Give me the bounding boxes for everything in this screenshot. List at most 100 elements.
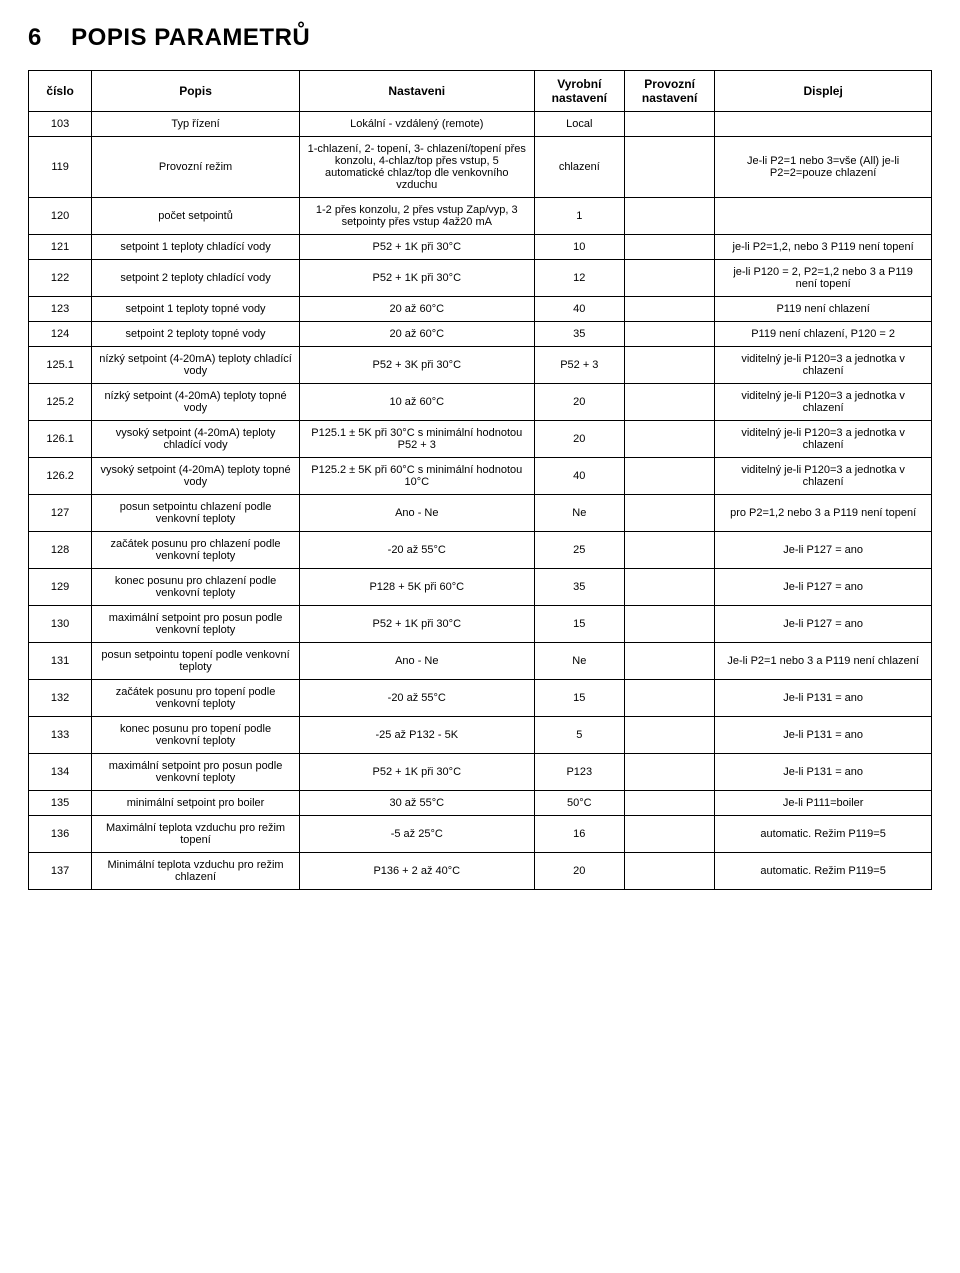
cell-disp: automatic. Režim P119=5 [715, 816, 932, 853]
cell-popis: počet setpointů [92, 198, 300, 235]
table-row: 123setpoint 1 teploty topné vody20 až 60… [29, 297, 932, 322]
cell-prov [624, 347, 714, 384]
cell-vyr: 40 [534, 458, 624, 495]
cell-vyr: 15 [534, 680, 624, 717]
cell-nast: 30 až 55°C [299, 791, 534, 816]
cell-nast: 20 až 60°C [299, 297, 534, 322]
cell-vyr: 35 [534, 569, 624, 606]
cell-cislo: 125.1 [29, 347, 92, 384]
col-header-displej: Displej [715, 71, 932, 112]
cell-cislo: 132 [29, 680, 92, 717]
cell-cislo: 119 [29, 137, 92, 198]
cell-nast: -25 až P132 - 5K [299, 717, 534, 754]
table-row: 130maximální setpoint pro posun podle ve… [29, 606, 932, 643]
cell-vyr: chlazení [534, 137, 624, 198]
cell-disp: Je-li P111=boiler [715, 791, 932, 816]
cell-disp [715, 112, 932, 137]
table-row: 125.1nízký setpoint (4-20mA) teploty chl… [29, 347, 932, 384]
cell-popis: vysoký setpoint (4-20mA) teploty topné v… [92, 458, 300, 495]
cell-nast: Ano - Ne [299, 495, 534, 532]
cell-popis: vysoký setpoint (4-20mA) teploty chladíc… [92, 421, 300, 458]
cell-disp: P119 není chlazení [715, 297, 932, 322]
cell-popis: setpoint 1 teploty chladící vody [92, 235, 300, 260]
cell-vyr: Ne [534, 643, 624, 680]
col-header-provozni: Provozní nastavení [624, 71, 714, 112]
cell-nast: P125.2 ± 5K při 60°C s minimální hodnoto… [299, 458, 534, 495]
cell-cislo: 128 [29, 532, 92, 569]
cell-disp: Je-li P131 = ano [715, 754, 932, 791]
cell-popis: nízký setpoint (4-20mA) teploty chladící… [92, 347, 300, 384]
cell-disp: automatic. Režim P119=5 [715, 853, 932, 890]
cell-nast: 20 až 60°C [299, 322, 534, 347]
cell-popis: začátek posunu pro chlazení podle venkov… [92, 532, 300, 569]
cell-cislo: 126.2 [29, 458, 92, 495]
cell-nast: P52 + 1K při 30°C [299, 754, 534, 791]
cell-prov [624, 421, 714, 458]
section-heading: 6 POPIS PARAMETRŮ [28, 24, 932, 52]
cell-disp: viditelný je-li P120=3 a jednotka v chla… [715, 347, 932, 384]
cell-cislo: 122 [29, 260, 92, 297]
cell-popis: setpoint 1 teploty topné vody [92, 297, 300, 322]
table-row: 124setpoint 2 teploty topné vody20 až 60… [29, 322, 932, 347]
cell-vyr: Local [534, 112, 624, 137]
cell-popis: setpoint 2 teploty topné vody [92, 322, 300, 347]
cell-vyr: 20 [534, 421, 624, 458]
table-body: 103Typ řízeníLokální - vzdálený (remote)… [29, 112, 932, 890]
cell-vyr: 20 [534, 853, 624, 890]
col-header-cislo: číslo [29, 71, 92, 112]
cell-nast: P52 + 1K při 30°C [299, 235, 534, 260]
cell-popis: Typ řízení [92, 112, 300, 137]
parameters-table: číslo Popis Nastaveni Vyrobní nastavení … [28, 70, 932, 890]
col-header-vyrobni: Vyrobní nastavení [534, 71, 624, 112]
cell-disp: je-li P2=1,2, nebo 3 P119 není topení [715, 235, 932, 260]
cell-popis: maximální setpoint pro posun podle venko… [92, 606, 300, 643]
cell-popis: Minimální teplota vzduchu pro režim chla… [92, 853, 300, 890]
cell-disp [715, 198, 932, 235]
cell-prov [624, 297, 714, 322]
cell-vyr: 35 [534, 322, 624, 347]
cell-cislo: 136 [29, 816, 92, 853]
cell-vyr: P52 + 3 [534, 347, 624, 384]
cell-prov [624, 322, 714, 347]
cell-disp: P119 není chlazení, P120 = 2 [715, 322, 932, 347]
cell-prov [624, 235, 714, 260]
cell-vyr: 16 [534, 816, 624, 853]
section-number: 6 [28, 24, 64, 52]
cell-vyr: 1 [534, 198, 624, 235]
cell-disp: je-li P120 = 2, P2=1,2 nebo 3 a P119 nen… [715, 260, 932, 297]
cell-vyr: 25 [534, 532, 624, 569]
cell-popis: začátek posunu pro topení podle venkovní… [92, 680, 300, 717]
cell-popis: konec posunu pro chlazení podle venkovní… [92, 569, 300, 606]
cell-cislo: 127 [29, 495, 92, 532]
cell-cislo: 129 [29, 569, 92, 606]
cell-prov [624, 532, 714, 569]
cell-cislo: 133 [29, 717, 92, 754]
table-row: 120počet setpointů1-2 přes konzolu, 2 př… [29, 198, 932, 235]
cell-nast: -20 až 55°C [299, 680, 534, 717]
col-header-nastaveni: Nastaveni [299, 71, 534, 112]
cell-cislo: 126.1 [29, 421, 92, 458]
cell-prov [624, 816, 714, 853]
table-row: 126.1vysoký setpoint (4-20mA) teploty ch… [29, 421, 932, 458]
cell-prov [624, 458, 714, 495]
cell-prov [624, 680, 714, 717]
table-row: 129konec posunu pro chlazení podle venko… [29, 569, 932, 606]
table-row: 121setpoint 1 teploty chladící vodyP52 +… [29, 235, 932, 260]
cell-prov [624, 643, 714, 680]
cell-prov [624, 137, 714, 198]
cell-disp: Je-li P131 = ano [715, 680, 932, 717]
cell-vyr: 20 [534, 384, 624, 421]
cell-disp: Je-li P127 = ano [715, 569, 932, 606]
cell-prov [624, 495, 714, 532]
cell-cislo: 137 [29, 853, 92, 890]
cell-nast: Ano - Ne [299, 643, 534, 680]
table-row: 103Typ řízeníLokální - vzdálený (remote)… [29, 112, 932, 137]
cell-cislo: 130 [29, 606, 92, 643]
table-row: 122setpoint 2 teploty chladící vodyP52 +… [29, 260, 932, 297]
col-header-popis: Popis [92, 71, 300, 112]
cell-nast: P52 + 3K při 30°C [299, 347, 534, 384]
cell-nast: Lokální - vzdálený (remote) [299, 112, 534, 137]
cell-nast: P128 + 5K při 60°C [299, 569, 534, 606]
table-row: 125.2nízký setpoint (4-20mA) teploty top… [29, 384, 932, 421]
table-row: 127posun setpointu chlazení podle venkov… [29, 495, 932, 532]
